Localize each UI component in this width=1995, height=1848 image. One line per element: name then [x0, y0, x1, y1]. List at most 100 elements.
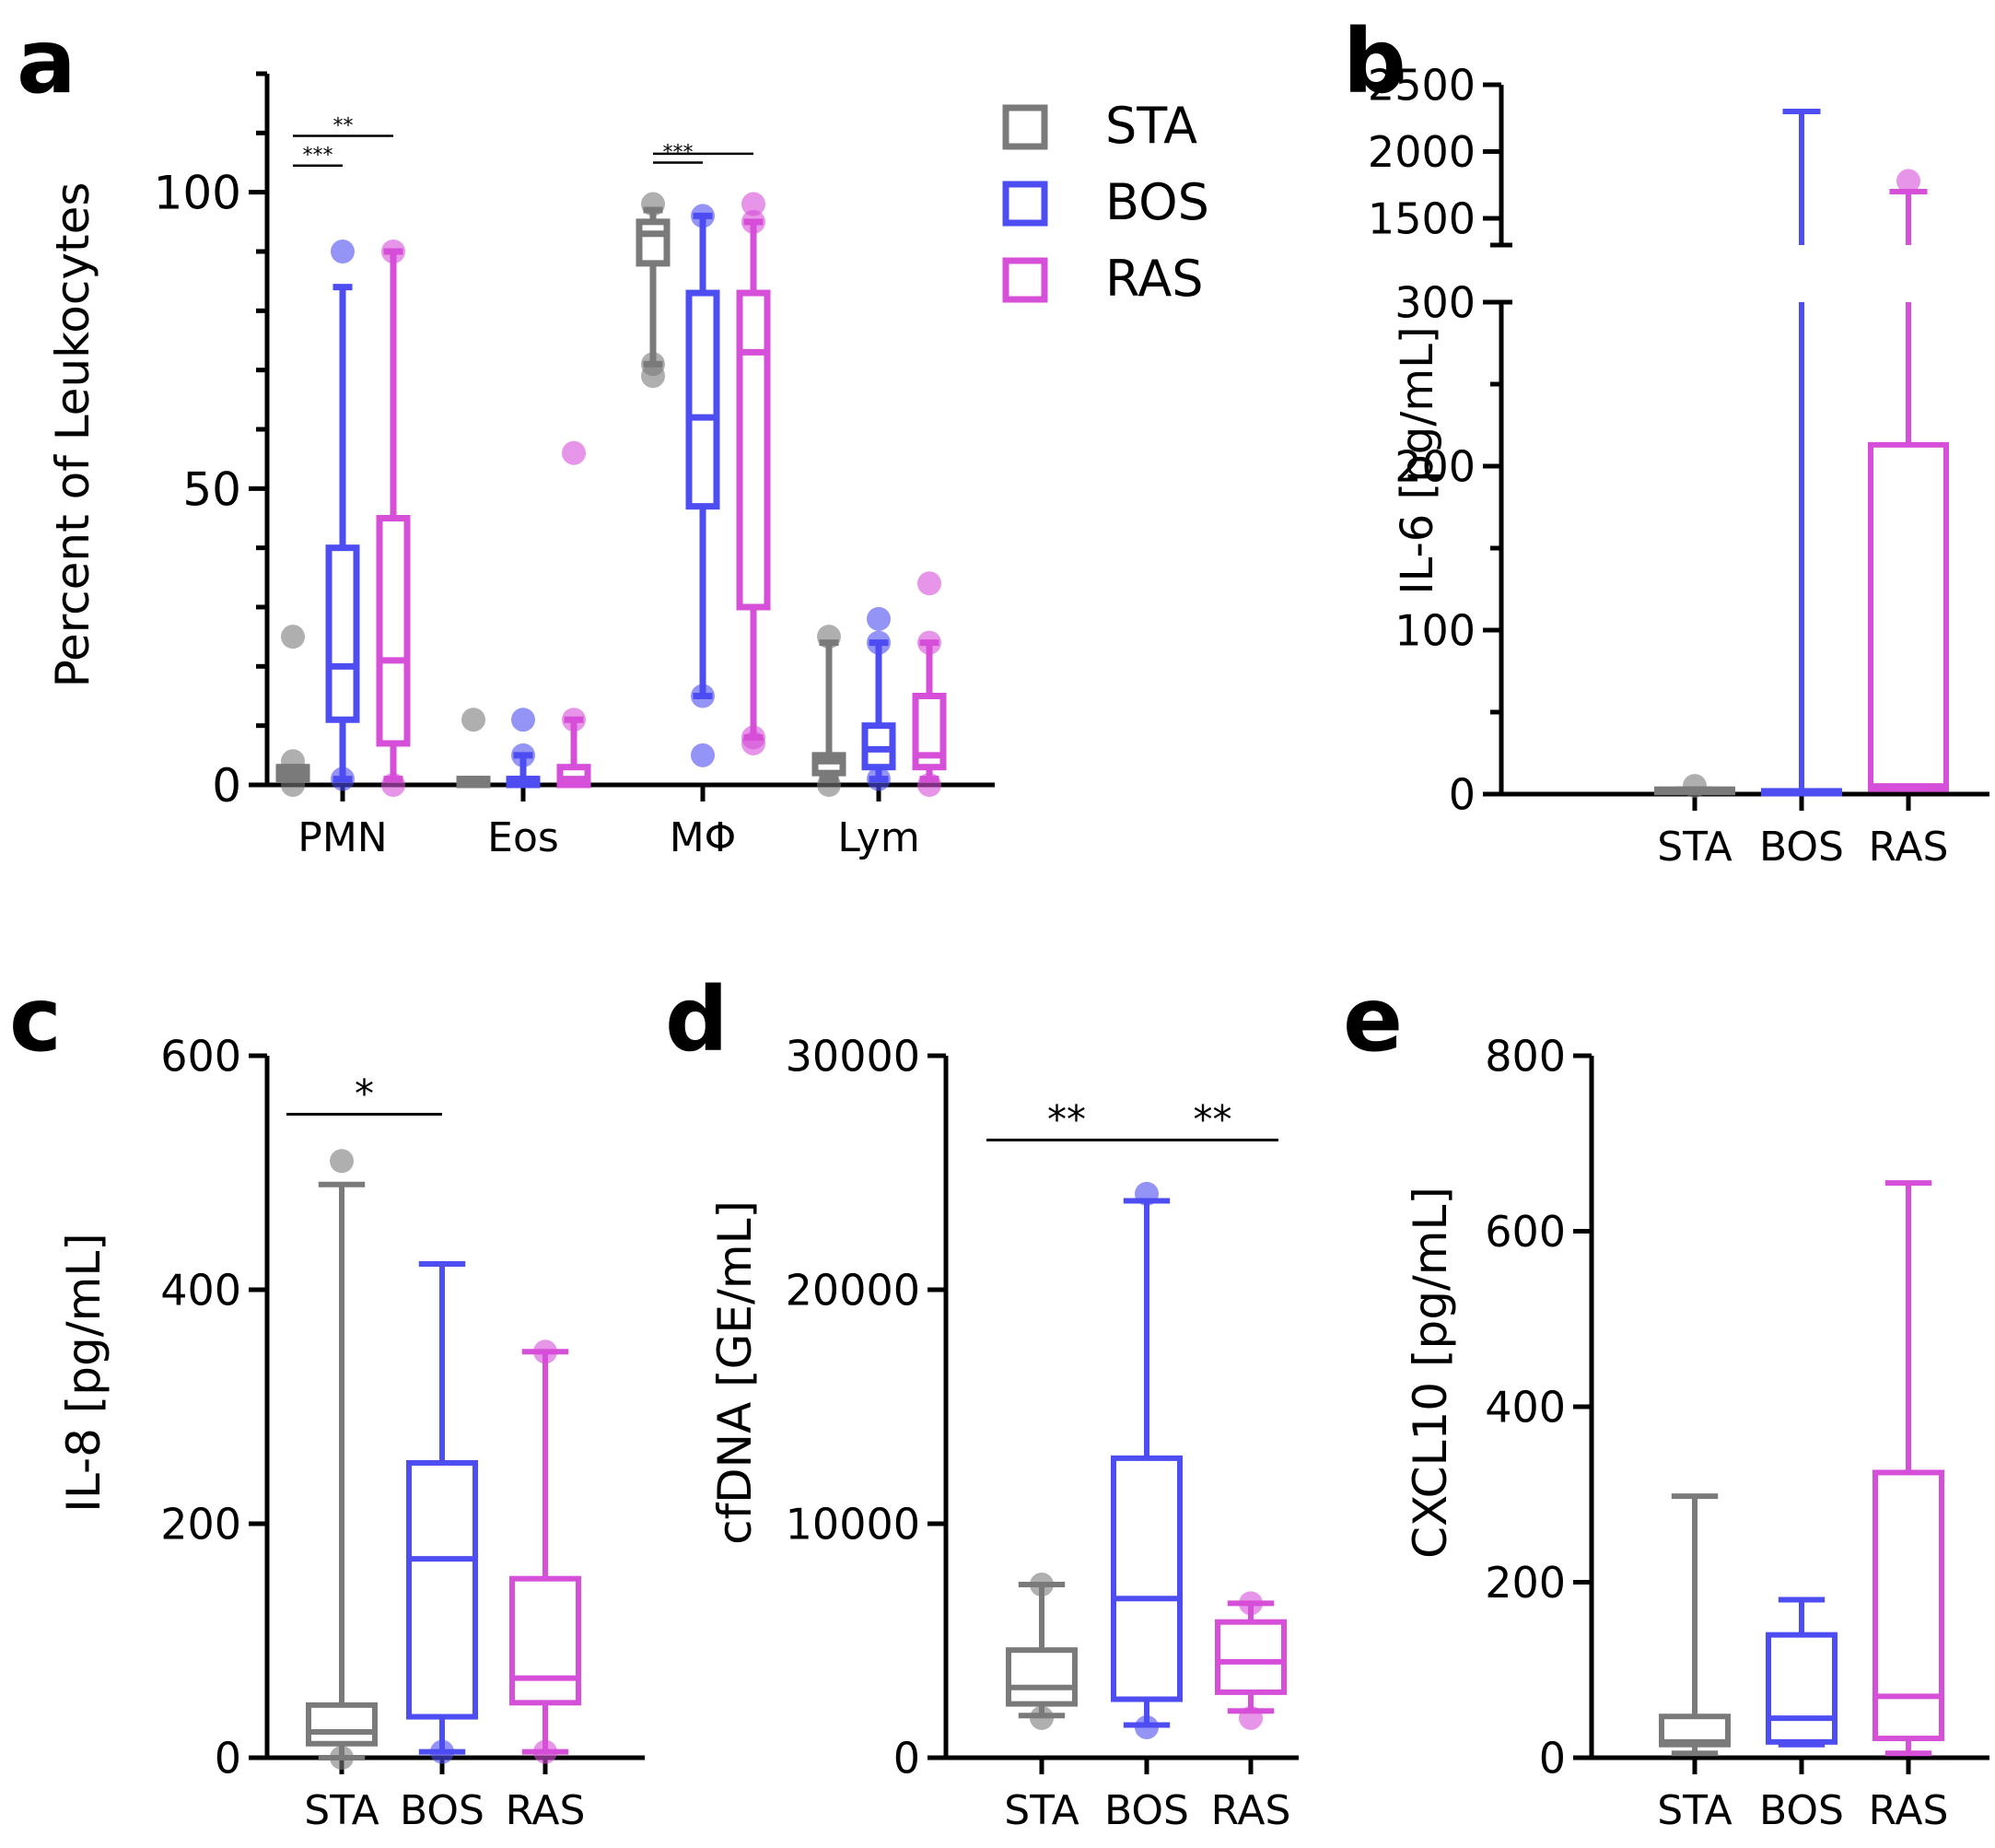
y-tick-label-e-600: 600 — [1485, 1207, 1566, 1257]
panel-label-d: d — [665, 968, 729, 1071]
panel-label-e: e — [1343, 968, 1403, 1071]
box-a-mras — [736, 289, 771, 611]
sig-label-c-0: * — [355, 1071, 374, 1117]
legend-swatch-ras — [1002, 257, 1048, 303]
y-tick-label-c-0: 0 — [215, 1734, 241, 1784]
outlier-d-bos-0 — [1135, 1181, 1159, 1206]
box-d-bos — [1111, 1455, 1183, 1702]
panel-e: e CXCL10 [pg/mL] — [1343, 968, 1457, 1559]
outlier-a-mras-1 — [741, 209, 765, 234]
panel-d: d cfDNA [GE/mL] — [665, 968, 762, 1545]
outlier-a-pmnras-0 — [381, 240, 405, 263]
outlier-a-mbos-0 — [691, 204, 715, 228]
legend-swatch-bos — [1002, 181, 1048, 227]
y-tick-label-c-200: 200 — [160, 1500, 241, 1550]
outlier-a-eosras-1 — [562, 708, 586, 732]
y-tick-label-d-30000: 30000 — [786, 1032, 920, 1082]
panel-label-b: b — [1343, 10, 1406, 113]
box-d-ras — [1215, 1619, 1287, 1695]
outlier-a-pmnbos-1 — [331, 766, 355, 791]
outlier-c-sta-1 — [330, 1746, 354, 1770]
x-tick-label-c-sta: STA — [304, 1787, 379, 1834]
panel-label-a: a — [17, 10, 76, 113]
sig-label-a-1: ** — [333, 115, 354, 138]
box-a-pmnras — [376, 515, 411, 747]
x-tick-label-a-eos: Eos — [487, 814, 559, 861]
ylabel-d: cfDNA [GE/mL] — [708, 1200, 762, 1545]
outlier-d-ras-0 — [1239, 1591, 1263, 1616]
x-tick-label-e-bos: BOS — [1759, 1787, 1844, 1834]
y-tick-label-c-600: 600 — [160, 1032, 241, 1082]
box-c-sta — [306, 1702, 378, 1747]
y-tick-label-a-100: 100 — [154, 167, 241, 220]
outlier-a-pmnsta-2 — [281, 773, 305, 797]
outlier-c-ras-0 — [533, 1339, 557, 1364]
outlier-a-pmnsta-1 — [281, 749, 305, 774]
y-tick-label-e-400: 400 — [1485, 1383, 1566, 1433]
outlier-b-ras-0 — [1896, 169, 1920, 193]
outlier-a-eosras-0 — [562, 440, 586, 465]
outlier-a-lymbos-0 — [867, 606, 891, 631]
ylabel-a: Percent of Leukocytes — [46, 182, 99, 688]
panel-b: b IL-6 [pg/mL] — [1343, 10, 1443, 595]
outlier-a-mbos-2 — [691, 743, 715, 767]
x-tick-label-a-m: MΦ — [670, 814, 737, 861]
box-a-msta — [636, 218, 671, 267]
x-tick-label-e-ras: RAS — [1869, 1787, 1949, 1834]
legend: STA BOS RAS — [1002, 97, 1209, 308]
x-tick-label-a-lym: Lym — [837, 814, 919, 861]
box-c-bos — [406, 1459, 478, 1720]
outlier-a-pmnbos-0 — [331, 240, 355, 263]
outlier-d-sta-1 — [1030, 1705, 1054, 1730]
outlier-a-mras-0 — [741, 192, 765, 216]
outlier-a-msta-2 — [641, 364, 665, 389]
y-tick-label-e-800: 800 — [1485, 1032, 1566, 1082]
legend-swatch-sta — [1002, 104, 1048, 150]
x-tick-label-d-ras: RAS — [1211, 1787, 1291, 1834]
x-tick-label-b-ras: RAS — [1869, 824, 1949, 871]
x-tick-label-b-bos: BOS — [1759, 824, 1844, 871]
y-tick-label-e-200: 200 — [1485, 1558, 1566, 1608]
panel-label-c: c — [9, 968, 62, 1071]
y-tick-label-b-100: 100 — [1394, 606, 1476, 656]
sig-label-a-0: *** — [303, 145, 333, 168]
outlier-a-lymras-1 — [917, 630, 941, 655]
y-tick-label-b-200: 200 — [1394, 442, 1476, 492]
legend-label-bos: BOS — [1105, 173, 1209, 231]
legend-label-sta: STA — [1105, 97, 1197, 155]
outlier-a-lymras-2 — [917, 773, 941, 797]
outlier-a-msta-0 — [641, 192, 665, 216]
y-tick-label-c-400: 400 — [160, 1266, 241, 1316]
outlier-a-eosbos-0 — [511, 708, 535, 732]
outlier-a-lymbos-2 — [867, 766, 891, 791]
x-tick-label-d-bos: BOS — [1104, 1787, 1189, 1834]
x-tick-label-c-ras: RAS — [506, 1787, 586, 1834]
x-tick-label-d-sta: STA — [1004, 1787, 1079, 1834]
outlier-d-bos-1 — [1135, 1714, 1159, 1739]
sig-label-d-1: ** — [1194, 1096, 1232, 1141]
box-a-mbos — [685, 289, 720, 510]
y-tick-label-b-300: 300 — [1394, 278, 1476, 328]
y-tick-label-d-20000: 20000 — [786, 1266, 920, 1316]
y-tick-label-d-0: 0 — [893, 1734, 920, 1784]
panel-a: a Percent of Leukocytes — [17, 10, 99, 687]
outlier-a-pmnras-1 — [381, 773, 405, 797]
outlier-d-sta-0 — [1030, 1573, 1054, 1597]
outlier-c-sta-0 — [330, 1149, 354, 1174]
outlier-a-eossta-0 — [461, 708, 485, 732]
outlier-c-ras-1 — [533, 1739, 557, 1764]
x-tick-label-e-sta: STA — [1657, 1787, 1732, 1834]
outlier-a-eosbos-1 — [511, 743, 535, 767]
outlier-a-lymras-0 — [917, 571, 941, 596]
ylabel-e: CXCL10 [pg/mL] — [1404, 1187, 1457, 1559]
outlier-a-mbos-1 — [691, 684, 715, 708]
outlier-c-bos-0 — [430, 1739, 454, 1764]
outlier-a-lymsta-0 — [817, 625, 841, 649]
box-e-bos — [1766, 1632, 1838, 1745]
y-tick-label-a-0: 0 — [212, 759, 241, 813]
outlier-b-sta-0 — [1683, 774, 1707, 799]
box-b-ras — [1868, 441, 1949, 792]
outlier-a-lymbos-1 — [867, 630, 891, 655]
